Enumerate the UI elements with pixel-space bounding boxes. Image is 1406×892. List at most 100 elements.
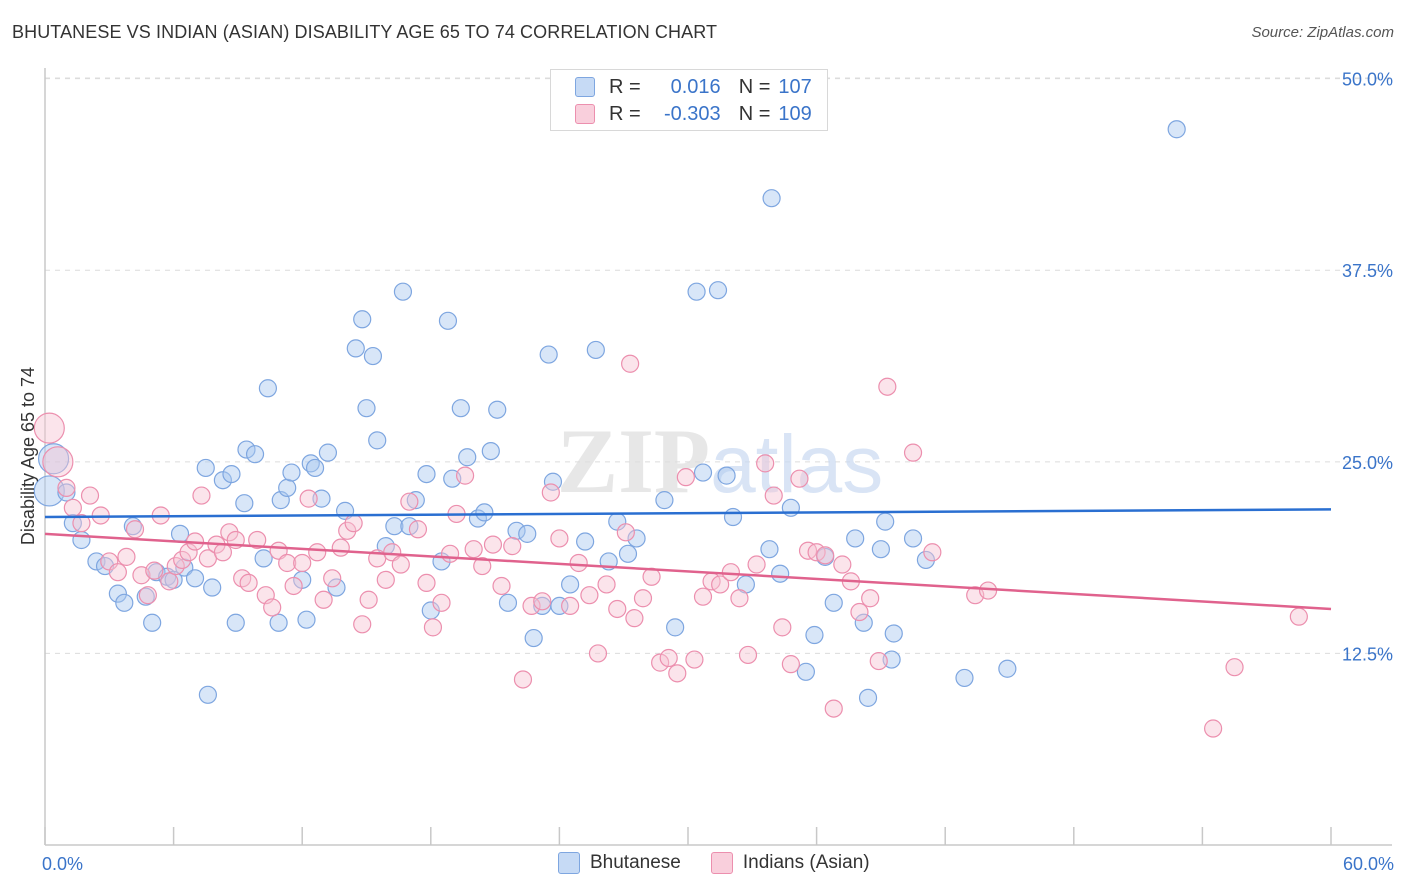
indian-asian-point (1204, 719, 1223, 738)
bhutanese-point (876, 512, 895, 531)
indian-asian-point (978, 581, 998, 600)
bhutanese-point (170, 524, 190, 543)
bhutanese-point (771, 564, 790, 583)
indian-asian-point (63, 498, 82, 517)
indian-asian-point (588, 644, 608, 663)
bhutanese-point (488, 400, 507, 419)
axis-labels: 12.5% 25.0% 37.5% 50.0% 0.0% 60.0% Disability … (18, 70, 1394, 874)
indian-asian-point (503, 537, 522, 556)
indian-asian-point (284, 576, 303, 596)
indian-asian-point (1289, 607, 1308, 626)
bhutanese-point (998, 659, 1017, 678)
indian-asian-point (668, 664, 687, 683)
bhutanese-point (254, 549, 273, 568)
indian-asian-point (440, 544, 460, 563)
indian-asian-point (738, 645, 758, 665)
bhutanese-point (393, 282, 413, 301)
bhutanese-point (655, 491, 674, 510)
legend-row-bhutanese: R = 0.016 N = 107 (575, 74, 812, 100)
bhutanese-point (550, 596, 569, 616)
bhutanese-point (327, 578, 346, 597)
series-legend-indian-asian[interactable]: Indians (Asian) (710, 852, 870, 874)
legend-n-value: 107 (778, 75, 812, 98)
bhutanese-point (282, 463, 301, 482)
watermark: ZIPatlas (557, 410, 884, 512)
indian-asian-point (781, 655, 800, 674)
bhutanese-point (237, 440, 256, 459)
indian-asian-point (676, 468, 695, 487)
indian-asian-point (492, 576, 511, 596)
bhutanese-point (627, 529, 646, 548)
indian-asian-point (483, 535, 503, 554)
bhutanese-point (760, 540, 779, 559)
bhutanese-point (278, 478, 297, 497)
indian-asian-point (869, 651, 888, 671)
legend-swatch-indian-asian (575, 104, 595, 124)
series-legend-bhutanese[interactable]: Bhutanese (558, 852, 681, 874)
indian-asian-point (359, 590, 378, 609)
axes (44, 68, 1392, 846)
indian-asian-point (550, 529, 569, 548)
indian-asian-point (903, 443, 923, 462)
bhutanese-point (115, 593, 134, 612)
bhutanese-point (222, 464, 241, 484)
x-tick-label: 0.0% (42, 854, 83, 874)
bhutanese-point (854, 613, 873, 632)
indian-asian-point (293, 553, 312, 573)
indian-asian-point (323, 569, 342, 588)
indian-asian-point (308, 543, 327, 562)
legend-n-value: 109 (778, 102, 812, 125)
indian-asian-point (179, 543, 198, 562)
bhutanese-point (258, 379, 278, 398)
indian-asian-point (580, 586, 599, 605)
legend-row-indian-asian: R = -0.303 N = 109 (575, 101, 812, 127)
bhutanese-point (458, 448, 477, 467)
bhutanese-point (198, 685, 217, 704)
bhutanese-point (618, 544, 638, 563)
y-tick-label: 12.5% (1342, 644, 1393, 664)
bhutanese-point (693, 463, 713, 482)
indian-asian-point (711, 575, 730, 594)
indian-asian-point (473, 556, 492, 576)
gridlines (45, 77, 1392, 654)
indian-asian-point (659, 648, 678, 668)
y-axis-label: Disability Age 65 to 74 (18, 367, 38, 545)
indian-asian-point (693, 587, 713, 606)
indian-asian-point (391, 555, 410, 574)
bhutanese-point (143, 613, 162, 632)
indian-asian-point (117, 547, 136, 566)
indian-asian-point (621, 354, 640, 373)
indian-asian-point (400, 492, 419, 511)
bhutanese-point (884, 624, 903, 643)
indian-asian-point (423, 618, 443, 637)
bhutanese-trend-line (44, 508, 1332, 519)
trend-lines (44, 508, 1332, 611)
indian-asian-point (278, 553, 297, 573)
legend-r-value: 0.016 (670, 75, 721, 98)
bhutanese-point (346, 339, 365, 358)
indian-asian-point (513, 670, 533, 689)
bhutanese-point (687, 282, 706, 301)
series-legend: Bhutanese Indians (Asian) (558, 852, 900, 874)
indian-asian-point (108, 563, 127, 582)
bhutanese-points (33, 120, 1186, 707)
bhutanese-point (353, 310, 372, 329)
bhutanese-point (903, 529, 923, 548)
bhutanese-point (438, 311, 458, 330)
bhutanese-point (245, 445, 265, 464)
indian-asian-point (57, 478, 76, 497)
bhutanese-point (226, 613, 245, 632)
indian-asian-point (824, 699, 843, 718)
bhutanese-point (586, 340, 605, 360)
bhutanese-point (543, 472, 563, 491)
indian-asian-point (522, 596, 541, 616)
indian-asian-point (233, 569, 252, 588)
bhutanese-point (57, 483, 76, 502)
bhutanese-point (357, 399, 376, 418)
y-tick-label: 25.0% (1342, 453, 1393, 473)
bhutanese-point (385, 517, 404, 536)
indian-asian-point (353, 615, 372, 634)
indian-asian-point (625, 609, 644, 628)
indian-asian-point (263, 598, 282, 617)
